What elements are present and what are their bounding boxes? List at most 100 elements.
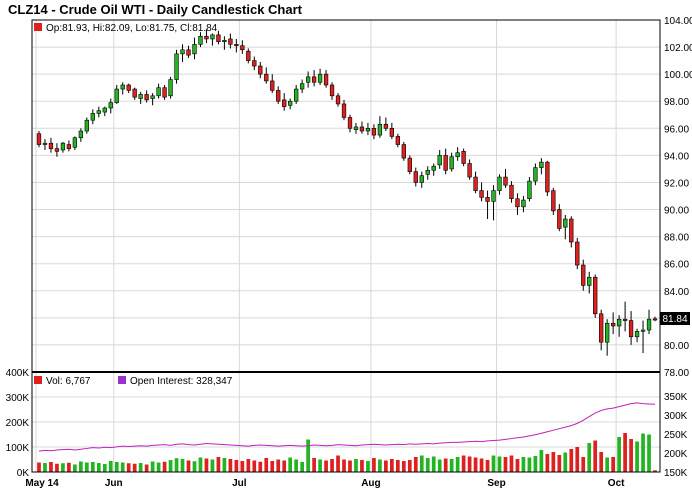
volume-bar [497,456,502,472]
volume-bar [605,457,610,472]
volume-bar [473,457,478,472]
price-tick-label: 80.00 [664,341,689,352]
candle-body [407,157,412,172]
volume-bar [288,457,293,472]
candle-body [335,95,341,105]
volume-bar [653,470,657,472]
volume-bar [599,452,604,472]
candle-body [341,103,347,118]
price-legend-swatch [34,23,42,31]
candle-body [461,151,466,164]
volume-bar [593,440,598,472]
volume-bar [324,460,328,472]
candle-body [299,83,305,90]
volume-bar [461,455,466,472]
candle-body [610,322,616,327]
candle-body [347,117,353,129]
volume-bar [342,459,346,472]
candle-body [497,176,502,191]
volume-bar [395,460,400,472]
volume-bar [282,460,287,472]
volume-bar [132,463,137,472]
volume-tick-label: 0K [17,468,30,479]
candle-body [288,100,293,106]
volume-bar [180,459,185,472]
candle-body [102,107,107,113]
candle-body [252,60,257,67]
volume-bar [192,461,197,472]
axes [31,19,661,473]
candle-body [144,94,149,101]
volume-bar [294,459,299,472]
candle-body [467,163,472,178]
volume-bar [156,462,161,472]
volume-bar [216,457,221,472]
candle-body [264,73,269,82]
candle-body [581,264,586,286]
volume-bar [126,463,131,472]
price-tick-label: 98.00 [664,97,689,108]
volume-bar [330,459,334,472]
candle-body [180,49,185,55]
volume-bar [264,458,269,472]
price-tick-label: 88.00 [664,233,689,244]
volume-bar [611,457,615,472]
volume-bar [138,463,143,472]
volume-bar [102,464,107,472]
candle-body [521,199,526,208]
volume-bar [401,461,406,472]
candle-body [622,318,628,321]
candle-body [204,35,209,40]
volume-bar [581,457,586,472]
volume-bar [443,458,448,472]
candle-body [605,322,610,343]
volume-bar [258,461,263,472]
volume-bar [431,456,436,472]
volume-bar [222,458,227,472]
candle-body [216,34,221,42]
volume-bar [485,460,490,472]
volume-bar [186,460,191,472]
volume-legend-swatch [34,376,42,384]
volume-bar [73,464,77,472]
candle-body [42,142,48,145]
candle-body [557,209,562,229]
volume-bar [55,463,59,472]
time-tick-label: May 14 [25,478,59,489]
candle-body [593,276,598,315]
volume-bar [407,460,412,472]
candle-body [78,130,84,139]
volume-bar [390,459,394,472]
candle-body [156,87,161,97]
volume-tick-label: 400K [6,368,30,379]
candle-body [317,73,323,83]
price-tick-label: 86.00 [664,260,689,271]
open-interest-tick-label: 350K [664,392,688,403]
price-frame [31,19,661,373]
candle-body [365,128,371,132]
volume-bar [372,458,376,472]
candle-body [222,40,227,42]
volume-bar [455,457,460,472]
candle-body [240,45,245,51]
candle-body [634,331,640,338]
volume-bar [49,462,53,472]
volume-bar [533,456,538,472]
volume-bar [449,459,454,472]
volume-tick-label: 100K [6,443,30,454]
volume-bar [569,449,574,472]
volume-bar [43,463,47,472]
candle-body [210,34,215,40]
candle-body [575,241,580,266]
volume-bar [425,458,430,472]
volume-bar [210,459,215,472]
candle-body [66,144,72,149]
open-interest-line [38,402,656,452]
volume-bar [617,437,621,472]
volume-bar [198,457,203,472]
last-price-box [660,312,690,325]
volume-bar [527,457,532,472]
volume-bar [252,460,257,472]
volume-bar [246,459,251,472]
price-tick-label: 84.00 [664,287,689,298]
